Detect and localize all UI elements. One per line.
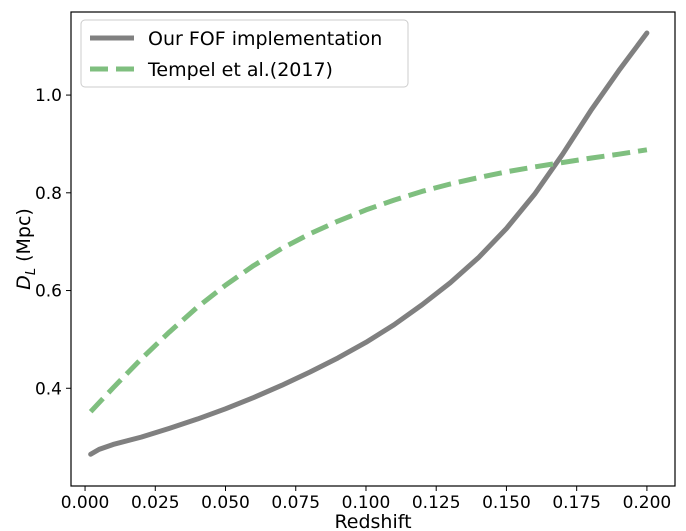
x-tick-label: 0.075 <box>271 493 320 513</box>
x-tick-label: 0.025 <box>131 493 180 513</box>
y-axis-ticks: 0.4 0.6 0.8 1.0 <box>35 86 71 399</box>
y-axis-label-unit: (Mpc) <box>13 208 35 262</box>
plot-frame <box>70 11 676 487</box>
y-tick-label: 1.0 <box>35 86 62 106</box>
series-line-1 <box>88 147 648 414</box>
y-tick-label: 0.8 <box>35 184 62 204</box>
legend: Our FOF implementation Tempel et al.(201… <box>80 19 409 88</box>
legend-label-tempel: Tempel et al.(2017) <box>147 59 333 81</box>
x-tick-label: 0.125 <box>412 493 461 513</box>
legend-label-fof: Our FOF implementation <box>148 28 382 50</box>
series-lines <box>88 30 650 457</box>
x-tick-label: 0.050 <box>201 493 250 513</box>
x-tick-label: 0.000 <box>61 493 110 513</box>
y-tick-label: 0.4 <box>35 379 62 399</box>
series-line-0 <box>88 30 650 457</box>
y-axis-label: DL (Mpc) <box>13 208 39 290</box>
x-tick-label: 0.100 <box>342 493 391 513</box>
x-axis-ticks: 0.000 0.025 0.050 0.075 0.100 0.125 0.150 0.175… <box>61 486 672 513</box>
y-axis-label-main: D <box>13 275 35 290</box>
x-tick-label: 0.200 <box>623 493 672 513</box>
x-tick-label: 0.150 <box>482 493 531 513</box>
x-axis-label: Redshift <box>334 511 411 531</box>
x-tick-label: 0.175 <box>552 493 601 513</box>
y-tick-label: 0.6 <box>35 282 62 302</box>
legend-box <box>80 19 409 88</box>
y-axis-label-subscript: L <box>24 268 39 275</box>
